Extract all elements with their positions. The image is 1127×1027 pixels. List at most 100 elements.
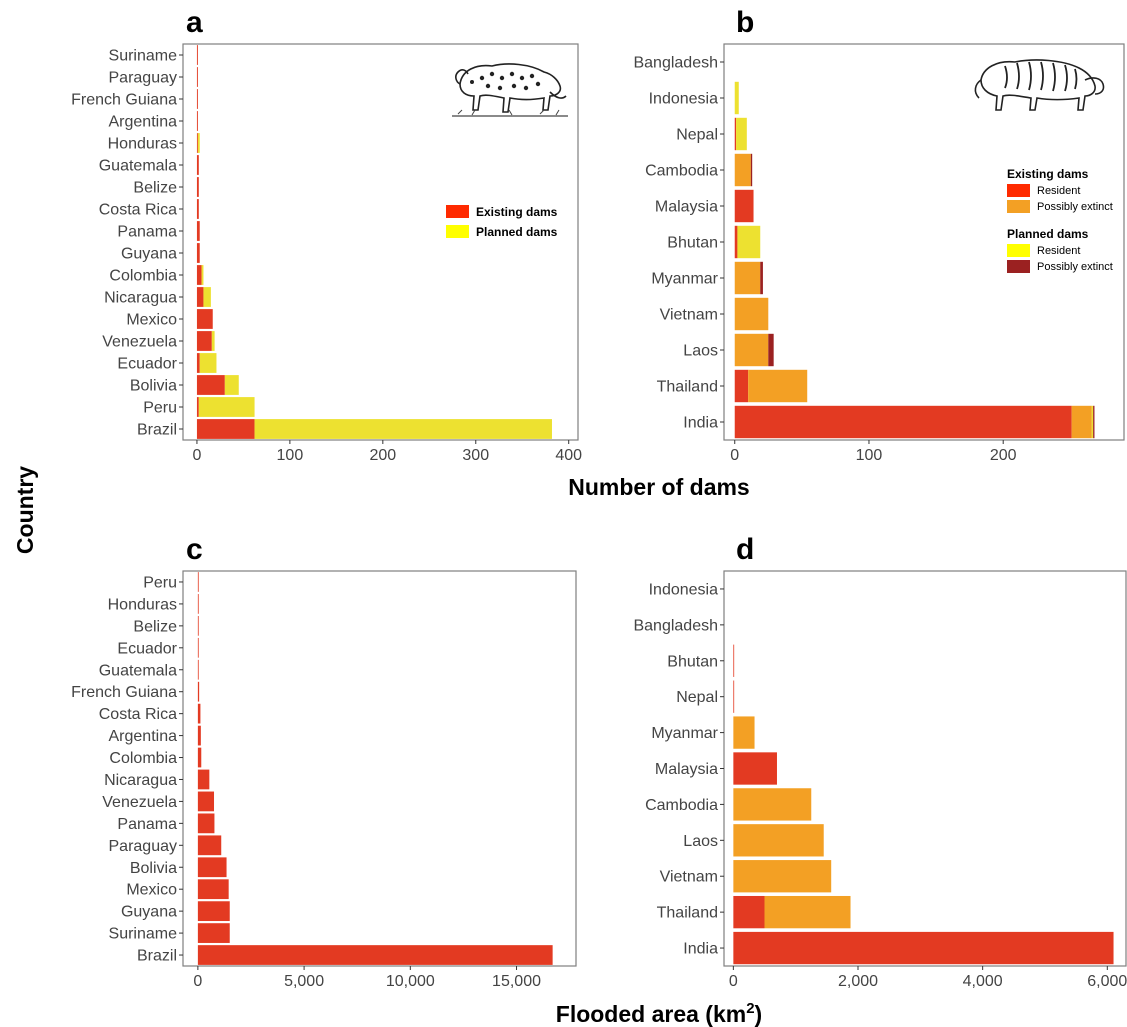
bar-a-mexico-s0 <box>196 309 213 329</box>
legend-swatch <box>446 205 469 218</box>
y-tick-label: Costa Rica <box>99 202 177 219</box>
y-tick-label: Bolivia <box>130 860 177 877</box>
y-tick-label: Venezuela <box>102 334 177 351</box>
bar-a-ecuador-s1 <box>199 353 217 373</box>
x-tick-label: 15,000 <box>492 973 541 990</box>
plot-frame <box>182 570 577 967</box>
y-tick-label: Ecuador <box>117 356 177 373</box>
y-tick-label: Guatemala <box>99 662 177 679</box>
bar-c-suriname-s0 <box>197 923 230 943</box>
y-tick-label: Venezuela <box>102 794 177 811</box>
bar-d-laos-s1 <box>733 824 824 857</box>
panel-letter-a: a <box>186 6 203 39</box>
bar-b-cambodia-s1 <box>734 153 751 187</box>
y-tick-label: Cambodia <box>645 163 718 180</box>
bar-d-malaysia-s0 <box>733 752 777 785</box>
y-tick-label: Myanmar <box>651 725 718 742</box>
legend-group-title: Planned dams <box>1007 227 1089 241</box>
bar-a-panama-s0 <box>196 221 200 241</box>
bar-b-thailand-s1 <box>748 369 808 403</box>
y-tick-label: Suriname <box>109 48 178 65</box>
y-tick-label: India <box>683 415 718 432</box>
legend-label: Resident <box>1037 245 1080 257</box>
panel-c: c Brazil Suriname Guyana Mexico Bolivia Paragu… <box>71 533 577 990</box>
bar-b-laos-s1 <box>734 333 769 367</box>
y-axis-title: Country <box>12 466 38 554</box>
x-tick-label: 0 <box>730 447 739 464</box>
bar-c-venezuela-s0 <box>197 791 215 812</box>
bar-a-nicaragua-s1 <box>203 287 211 307</box>
bar-b-bhutan-s2 <box>737 225 761 259</box>
y-tick-label: Honduras <box>108 596 177 613</box>
x-tick-label: 200 <box>369 447 396 464</box>
bar-a-honduras-s0 <box>196 133 198 153</box>
bar-b-bhutan-s0 <box>734 225 738 259</box>
bar-c-french-guiana-s0 <box>197 681 200 702</box>
legend-swatch <box>1007 200 1030 213</box>
bar-a-suriname-s0 <box>196 45 198 65</box>
y-tick-label: Thailand <box>657 379 718 396</box>
x-tick-label: 0 <box>192 447 201 464</box>
y-tick-label: Ecuador <box>117 640 177 657</box>
y-tick-label: Vietnam <box>660 307 718 324</box>
bar-a-ecuador-s0 <box>196 353 200 373</box>
bar-b-myanmar-s3 <box>760 261 763 295</box>
bar-b-india-s2 <box>1091 405 1094 439</box>
y-tick-label: Paraguay <box>109 838 178 855</box>
legend-b: Existing dams Resident Possibly extinct Pla… <box>1007 167 1113 273</box>
bar-c-costa-rica-s0 <box>197 703 201 724</box>
y-tick-label: Bangladesh <box>633 55 718 72</box>
bar-a-brazil-s0 <box>196 419 255 439</box>
bar-a-guyana-s0 <box>196 243 200 263</box>
bar-d-cambodia-s1 <box>733 788 812 821</box>
x-axis-title-top: Number of dams <box>568 474 749 500</box>
bar-b-laos-s3 <box>768 333 774 367</box>
y-tick-label: Laos <box>683 833 718 850</box>
y-tick-label: Malaysia <box>655 199 718 216</box>
x-tick-label: 100 <box>856 447 883 464</box>
y-tick-label: Myanmar <box>651 271 718 288</box>
bar-d-thailand-s0 <box>733 895 765 929</box>
y-tick-label: Peru <box>143 400 177 417</box>
bar-c-peru-s0 <box>197 572 199 592</box>
y-tick-label: French Guiana <box>71 92 177 109</box>
bar-b-nepal-s0 <box>734 117 737 151</box>
bar-a-french-guiana-s0 <box>196 89 198 109</box>
bar-c-brazil-s0 <box>197 945 553 965</box>
x-tick-label: 200 <box>990 447 1017 464</box>
bar-a-peru-s1 <box>198 397 255 417</box>
bar-a-guatemala-s0 <box>196 155 199 175</box>
plot-frame <box>182 43 579 441</box>
panel-letter-b: b <box>736 6 754 39</box>
bar-a-honduras-s1 <box>197 133 200 153</box>
y-tick-label: French Guiana <box>71 684 177 701</box>
y-tick-label: Nicaragua <box>104 290 177 307</box>
legend-swatch <box>446 225 469 238</box>
bar-a-bolivia-s0 <box>196 375 225 395</box>
y-tick-label: Argentina <box>109 728 178 745</box>
x-tick-label: 2,000 <box>838 973 878 990</box>
panel-b: b India Thailand Laos Vietnam Myanmar Bhutan Ma… <box>633 6 1125 464</box>
legend-a: Existing dams Planned dams <box>446 205 558 239</box>
y-tick-label: Bhutan <box>667 653 718 670</box>
y-tick-label: Brazil <box>137 948 177 965</box>
y-tick-label: Mexico <box>126 312 177 329</box>
y-tick-label: Peru <box>143 574 177 591</box>
y-tick-label: Bangladesh <box>633 617 718 634</box>
panel-d: d India Thailand Vietnam Laos Cambodia Malaysi… <box>633 533 1127 990</box>
legend-label: Possibly extinct <box>1037 201 1113 213</box>
x-tick-label: 100 <box>277 447 304 464</box>
panel-letter-d: d <box>736 533 754 566</box>
bar-d-thailand-s1 <box>764 895 851 929</box>
y-tick-label: Malaysia <box>655 761 718 778</box>
y-tick-label: Indonesia <box>649 581 718 598</box>
y-tick-label: Argentina <box>109 114 178 131</box>
bar-b-indonesia-s2 <box>734 81 739 115</box>
bar-d-vietnam-s1 <box>733 860 832 893</box>
x-tick-label: 5,000 <box>284 973 324 990</box>
y-tick-label: Panama <box>117 816 177 833</box>
y-tick-label: Nicaragua <box>104 772 177 789</box>
bar-c-guatemala-s0 <box>197 659 199 680</box>
bar-b-cambodia-s3 <box>750 153 753 187</box>
